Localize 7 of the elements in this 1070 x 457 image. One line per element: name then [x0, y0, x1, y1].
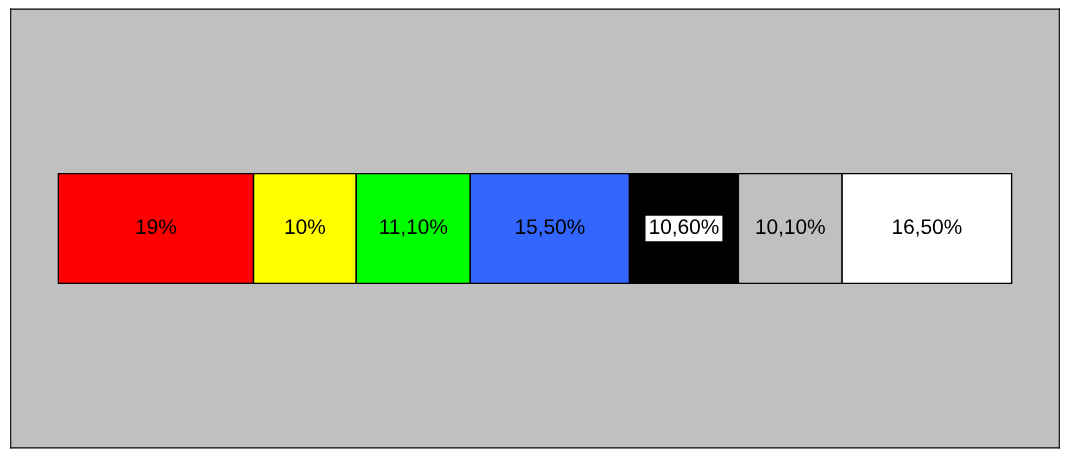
- data-label: 19%: [136, 219, 177, 235]
- data-label: 11,10%: [380, 219, 448, 237]
- data-label: 10,10%: [756, 219, 825, 237]
- data-label: 10,60%: [650, 219, 719, 237]
- data-label: 16,50%: [893, 219, 962, 237]
- data-label: 10%: [285, 219, 326, 235]
- data-label: 15,50%: [516, 219, 585, 237]
